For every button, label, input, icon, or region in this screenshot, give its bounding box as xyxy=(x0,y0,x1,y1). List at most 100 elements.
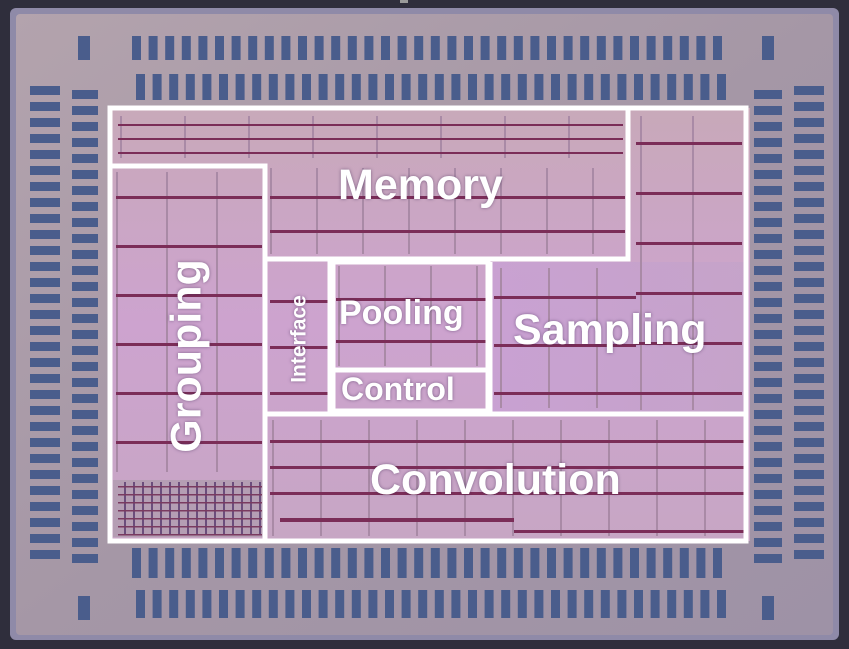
io-pad xyxy=(136,74,145,100)
io-pad xyxy=(152,590,162,618)
io-pad xyxy=(630,548,639,578)
memory-outline xyxy=(265,108,631,262)
io-pad xyxy=(368,74,378,100)
cell-row xyxy=(270,440,744,443)
io-pad xyxy=(181,36,191,60)
io-pad xyxy=(72,170,98,179)
io-pad xyxy=(717,590,726,618)
io-pad xyxy=(754,218,782,227)
io-pad xyxy=(580,36,590,60)
cell-divider xyxy=(592,168,594,254)
io-pad xyxy=(165,36,175,60)
io-pad xyxy=(451,590,461,618)
io-pad xyxy=(30,294,60,303)
io-pad xyxy=(794,150,824,159)
io-pad xyxy=(754,442,782,451)
io-pad xyxy=(794,86,824,95)
io-pad xyxy=(30,118,60,127)
logic-line xyxy=(214,482,216,534)
io-pad xyxy=(264,548,274,578)
corner-pad xyxy=(762,36,774,60)
io-pad xyxy=(754,266,782,275)
io-pad xyxy=(513,548,523,578)
cell-divider xyxy=(216,172,218,472)
io-pad xyxy=(72,490,98,499)
io-pad xyxy=(30,358,60,367)
cell-divider xyxy=(512,420,514,536)
io-pad xyxy=(72,426,98,435)
io-pad xyxy=(501,74,511,100)
io-pad xyxy=(30,470,60,479)
io-pad xyxy=(501,590,511,618)
logic-line xyxy=(118,526,262,528)
cell-divider xyxy=(504,116,506,158)
io-pad xyxy=(596,548,606,578)
io-pad xyxy=(613,548,623,578)
cell-row xyxy=(116,294,262,297)
io-pad xyxy=(314,36,324,60)
io-pad xyxy=(30,326,60,335)
io-pad xyxy=(794,406,824,415)
io-pad xyxy=(235,74,245,100)
io-pad xyxy=(447,36,457,60)
io-pad xyxy=(72,410,98,419)
logic-line xyxy=(250,482,252,534)
io-pad xyxy=(794,230,824,239)
io-pad xyxy=(484,590,494,618)
io-pad xyxy=(754,554,782,563)
io-pad xyxy=(754,346,782,355)
io-pad xyxy=(754,138,782,147)
io-pad xyxy=(794,246,824,255)
io-pad xyxy=(72,282,98,291)
io-pad xyxy=(534,74,544,100)
io-pad xyxy=(584,74,594,100)
io-pad xyxy=(794,470,824,479)
cell-row xyxy=(270,230,625,233)
io-pad xyxy=(567,590,577,618)
io-pad xyxy=(72,106,98,115)
io-pad xyxy=(754,202,782,211)
cell-divider xyxy=(166,172,168,472)
io-pad xyxy=(794,182,824,191)
cell-row xyxy=(118,124,623,126)
cell-row xyxy=(270,196,625,199)
cell-row xyxy=(270,300,328,303)
cell-divider xyxy=(560,420,562,536)
io-pad xyxy=(148,36,158,60)
io-pad-ring xyxy=(30,36,824,620)
io-pad xyxy=(30,454,60,463)
io-pad xyxy=(252,74,262,100)
top-mark xyxy=(400,0,408,3)
io-pad xyxy=(794,102,824,111)
logic-line xyxy=(151,482,153,534)
io-pad xyxy=(713,548,722,578)
io-pad xyxy=(754,282,782,291)
cell-row xyxy=(118,152,623,154)
io-pad xyxy=(381,36,390,60)
cell-row xyxy=(494,344,636,347)
io-pad xyxy=(464,36,473,60)
io-pad xyxy=(235,590,245,618)
io-pad xyxy=(634,74,643,100)
io-pad xyxy=(794,134,824,143)
logic-line xyxy=(118,486,262,488)
io-pad xyxy=(613,36,623,60)
io-pad xyxy=(30,278,60,287)
io-pad xyxy=(700,590,710,618)
io-pad xyxy=(754,154,782,163)
logic-line xyxy=(223,482,225,534)
io-pad xyxy=(650,590,660,618)
io-pad xyxy=(30,102,60,111)
io-pad xyxy=(451,74,461,100)
io-pad xyxy=(30,230,60,239)
io-pad xyxy=(202,590,212,618)
io-pad xyxy=(231,548,241,578)
block-outlines xyxy=(107,105,749,544)
io-pad xyxy=(596,36,606,60)
io-pad xyxy=(169,74,179,100)
core-outline xyxy=(107,105,749,544)
io-pad xyxy=(584,590,594,618)
cell-row xyxy=(636,392,742,395)
io-pad xyxy=(679,548,689,578)
logic-line xyxy=(118,510,262,512)
